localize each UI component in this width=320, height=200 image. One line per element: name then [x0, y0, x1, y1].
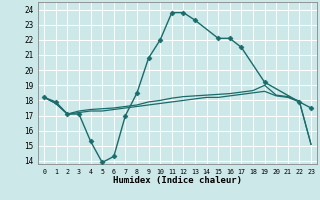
X-axis label: Humidex (Indice chaleur): Humidex (Indice chaleur): [113, 176, 242, 185]
